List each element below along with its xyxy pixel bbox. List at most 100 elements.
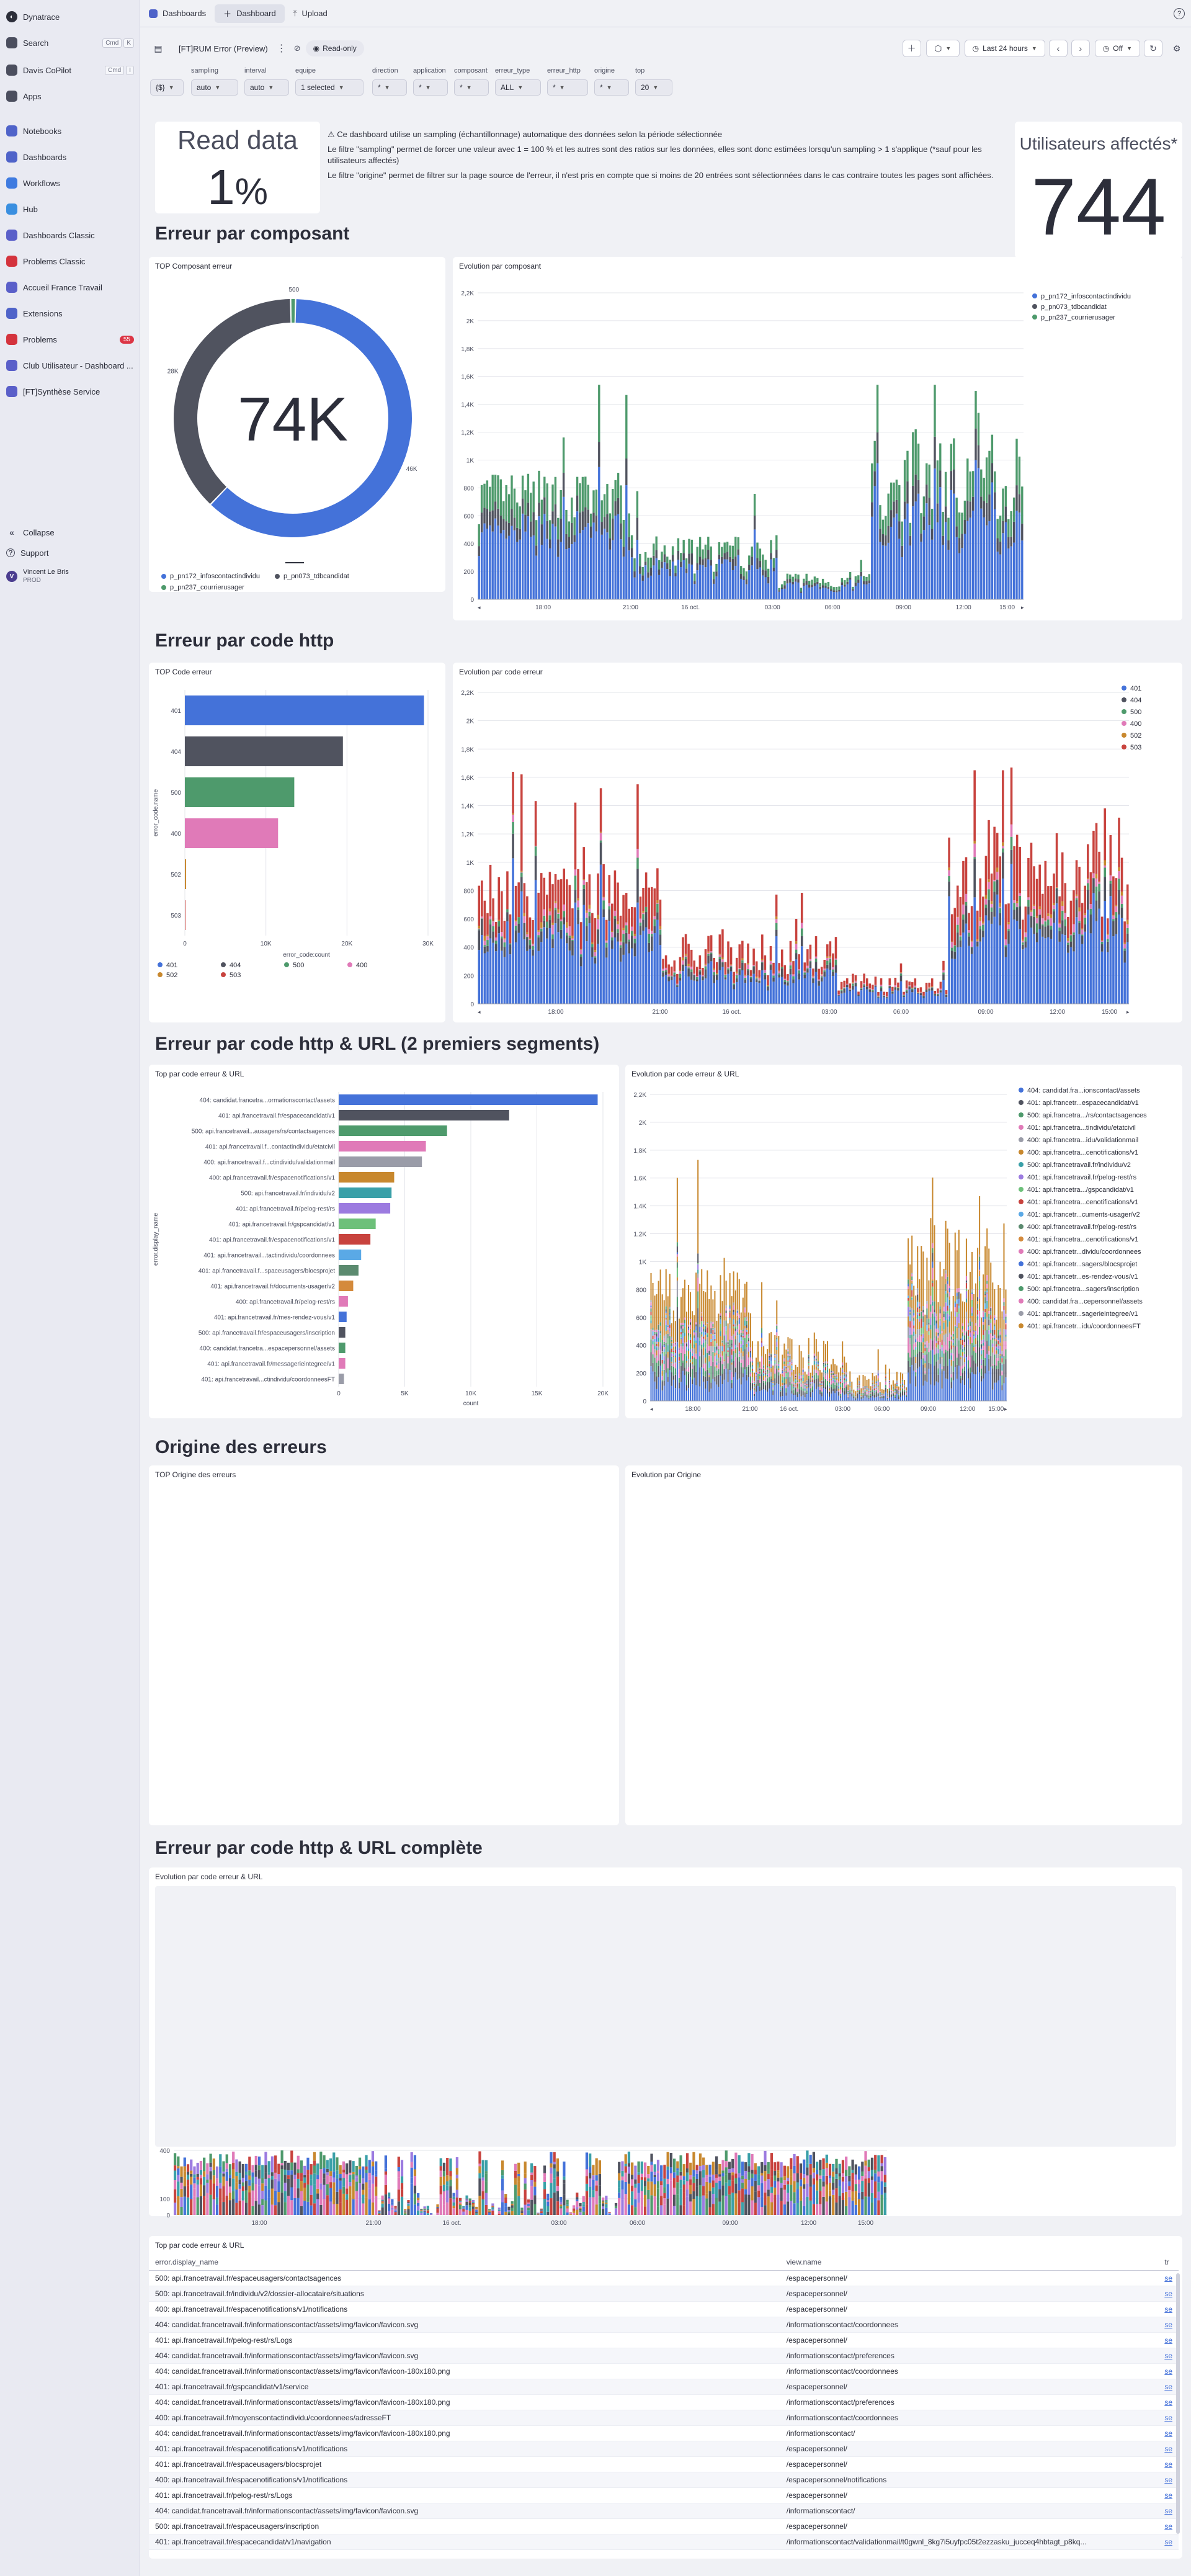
- bar-segment[interactable]: [634, 956, 636, 1004]
- bar-segment[interactable]: [1112, 919, 1115, 921]
- bar-segment[interactable]: [832, 1375, 834, 1378]
- bar-segment[interactable]: [948, 867, 950, 870]
- bar-segment[interactable]: [756, 1377, 757, 1380]
- bar-segment[interactable]: [893, 483, 894, 502]
- bar-segment[interactable]: [986, 1330, 988, 1341]
- bar-segment[interactable]: [964, 1333, 965, 1335]
- bar-segment[interactable]: [913, 1356, 914, 1371]
- bar-segment[interactable]: [720, 1361, 721, 1376]
- bar-segment[interactable]: [891, 994, 894, 1004]
- bar-segment[interactable]: [960, 1359, 961, 1367]
- bar-segment[interactable]: [489, 511, 491, 525]
- bar-segment[interactable]: [1013, 900, 1015, 903]
- bar-segment[interactable]: [793, 1395, 795, 1401]
- bar-segment[interactable]: [932, 1340, 933, 1349]
- bar-segment[interactable]: [816, 1361, 817, 1362]
- bar-segment[interactable]: [677, 1268, 678, 1277]
- bar-segment[interactable]: [962, 1329, 963, 1330]
- bar-segment[interactable]: [915, 501, 917, 599]
- bar-segment[interactable]: [840, 1387, 841, 1390]
- bar-segment[interactable]: [769, 1377, 770, 1382]
- bar-segment[interactable]: [671, 1363, 672, 1366]
- bar-segment[interactable]: [948, 882, 950, 897]
- bar-segment[interactable]: [661, 561, 662, 568]
- bar-segment[interactable]: [772, 1387, 774, 1389]
- bar-segment[interactable]: [951, 1374, 952, 1377]
- bar-segment[interactable]: [665, 975, 667, 1004]
- bar-segment[interactable]: [688, 1325, 689, 1326]
- tab-upload[interactable]: ⤒ Upload: [285, 4, 336, 23]
- bar-segment[interactable]: [810, 1382, 811, 1384]
- bar-segment[interactable]: [661, 568, 662, 599]
- bar-segment[interactable]: [798, 973, 800, 980]
- bar-segment[interactable]: [1002, 843, 1004, 846]
- bar-segment[interactable]: [748, 1341, 749, 1343]
- bar-segment[interactable]: [1081, 934, 1084, 936]
- bar-segment[interactable]: [966, 1281, 967, 1282]
- bar-segment[interactable]: [1058, 942, 1061, 1004]
- bar-segment[interactable]: [1005, 947, 1007, 957]
- bar-segment[interactable]: [883, 992, 885, 995]
- bar-segment[interactable]: [684, 1336, 685, 1343]
- bar-segment[interactable]: [645, 561, 646, 565]
- bar-segment[interactable]: [999, 903, 1002, 907]
- bar-segment[interactable]: [1010, 850, 1013, 864]
- bar-segment[interactable]: [690, 1338, 691, 1340]
- bar-segment[interactable]: [772, 963, 775, 973]
- bar-segment[interactable]: [845, 1377, 847, 1379]
- bar-segment[interactable]: [1107, 935, 1109, 939]
- bar-segment[interactable]: [921, 1311, 922, 1312]
- bar-segment[interactable]: [673, 1343, 674, 1345]
- bar-segment[interactable]: [891, 1394, 892, 1395]
- bar-segment[interactable]: [945, 472, 947, 507]
- bar-segment[interactable]: [660, 1335, 661, 1343]
- bar-segment[interactable]: [731, 1296, 733, 1336]
- bar-segment[interactable]: [731, 1380, 733, 1383]
- bar-segment[interactable]: [586, 941, 588, 1004]
- bar-segment[interactable]: [731, 1355, 733, 1359]
- bar-segment[interactable]: [908, 982, 911, 985]
- bar-segment[interactable]: [647, 572, 649, 578]
- bar-segment[interactable]: [808, 581, 810, 584]
- bar-segment[interactable]: [660, 1354, 661, 1355]
- bar-segment[interactable]: [679, 970, 682, 971]
- bar-segment[interactable]: [726, 1310, 727, 1313]
- bar-segment[interactable]: [579, 483, 581, 512]
- bar-segment[interactable]: [1038, 906, 1041, 909]
- bar-segment[interactable]: [823, 1362, 824, 1363]
- bar-segment[interactable]: [229, 2164, 231, 2175]
- bar-segment[interactable]: [951, 1389, 952, 1401]
- bar-segment[interactable]: [958, 1230, 960, 1288]
- bar-segment[interactable]: [712, 1346, 713, 1351]
- bar-segment[interactable]: [495, 951, 497, 1004]
- bar-segment[interactable]: [623, 520, 625, 547]
- bar-segment[interactable]: [1118, 890, 1120, 915]
- bar-segment[interactable]: [586, 913, 588, 918]
- bar-segment[interactable]: [931, 529, 933, 540]
- bar-segment[interactable]: [729, 545, 731, 557]
- bar-segment[interactable]: [690, 1352, 691, 1360]
- bar-segment[interactable]: [983, 1312, 984, 1317]
- bar-segment[interactable]: [787, 1354, 788, 1356]
- bar-segment[interactable]: [184, 2186, 186, 2197]
- bar-segment[interactable]: [703, 1327, 704, 1329]
- bar-segment[interactable]: [772, 1385, 774, 1387]
- bar-segment[interactable]: [836, 1376, 837, 1377]
- bar-segment[interactable]: [667, 1334, 669, 1339]
- bar-segment[interactable]: [940, 1309, 941, 1313]
- bar-segment[interactable]: [1076, 896, 1078, 898]
- bar-segment[interactable]: [951, 950, 953, 959]
- bar-segment[interactable]: [682, 1361, 684, 1362]
- bar-segment[interactable]: [653, 1363, 654, 1372]
- bar-segment[interactable]: [965, 905, 968, 923]
- bar-segment[interactable]: [765, 1390, 766, 1401]
- bar-segment[interactable]: [756, 1380, 757, 1383]
- bar-segment[interactable]: [911, 1322, 912, 1335]
- bar-segment[interactable]: [849, 579, 851, 599]
- bar-segment[interactable]: [949, 1288, 950, 1289]
- bar-segment[interactable]: [880, 1393, 881, 1395]
- bar-segment[interactable]: [994, 1289, 995, 1315]
- bar-segment[interactable]: [791, 1339, 792, 1359]
- bar-segment[interactable]: [951, 1312, 952, 1335]
- bar-segment[interactable]: [1005, 1290, 1006, 1314]
